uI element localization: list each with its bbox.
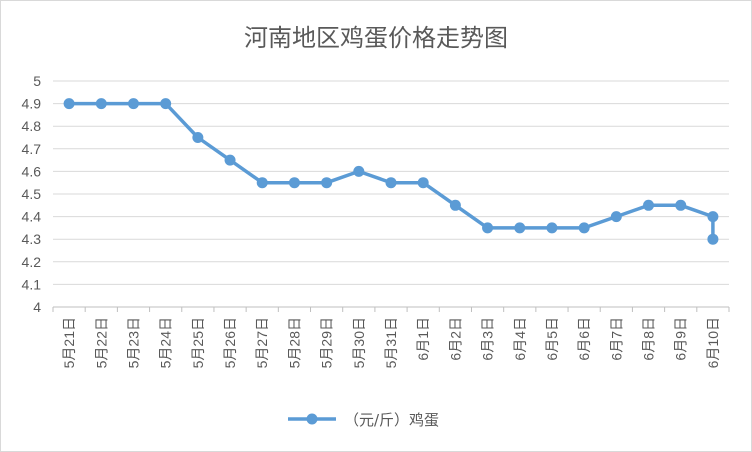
data-point [353,165,365,177]
data-point [256,177,268,189]
data-point [95,98,107,110]
chart-title: 河南地区鸡蛋价格走势图 [244,24,508,52]
data-point [321,177,333,189]
data-point [578,222,590,234]
x-tick-label: 5月25日 [190,317,206,368]
x-tick-label: 6月3日 [480,317,496,361]
data-point [288,177,300,189]
data-point [514,222,526,234]
x-tick-label: 6月4日 [512,317,528,361]
y-axis: 4 4.1 4.2 4.3 4.4 4.5 4.6 4.7 4.8 4.9 5 [22,73,42,315]
x-tick-label: 6月10日 [705,317,721,368]
x-tick-label: 6月7日 [608,317,624,361]
data-point [675,199,687,211]
x-tick-label: 5月29日 [319,317,335,368]
data-point [449,199,461,211]
x-tick-label: 5月23日 [125,317,141,368]
series-layer [63,98,719,245]
gridlines [53,80,729,308]
y-tick-label: 4.9 [22,96,42,112]
x-tick-label: 5月28日 [286,317,302,368]
y-tick-label: 4.8 [22,118,42,134]
x-tick-label: 5月22日 [93,317,109,368]
data-point [482,222,494,234]
y-tick-label: 4.6 [22,163,42,179]
y-tick-label: 4.3 [22,231,42,247]
x-tick-label: 5月31日 [383,317,399,368]
x-tick-label: 6月9日 [673,317,689,361]
legend-label: （元/斤）鸡蛋 [344,411,439,429]
data-point [127,98,139,110]
y-tick-label: 4.1 [22,276,42,292]
x-tick-label: 5月21日 [61,317,77,368]
x-tick-label: 6月5日 [544,317,560,361]
series-line [69,101,715,240]
x-tick-label: 5月27日 [254,317,270,368]
x-tick-label: 6月1日 [415,317,431,361]
x-tick-label: 5月26日 [222,317,238,368]
data-point [643,199,655,211]
legend-marker-swatch [306,413,318,425]
x-tick-label: 5月30日 [351,317,367,368]
data-point [707,233,719,245]
data-point [707,211,719,223]
x-tick-label: 5月24日 [158,317,174,368]
data-point [385,177,397,189]
data-point [63,98,75,110]
y-tick-label: 5 [33,73,41,89]
data-point [610,211,622,223]
data-point [224,154,236,166]
x-tick-label: 6月2日 [447,317,463,361]
x-axis: 5月21日 5月22日 5月23日 5月24日 5月25日 5月26日 5月27日 5月28日… [52,307,730,368]
legend: （元/斤）鸡蛋 [288,411,439,429]
x-tick-label: 6月8日 [641,317,657,361]
data-point [160,98,172,110]
x-tick-label: 6月6日 [576,317,592,361]
y-tick-label: 4.4 [22,209,42,225]
y-tick-label: 4.2 [22,254,42,270]
y-tick-label: 4.5 [22,186,42,202]
data-point [417,177,429,189]
data-point [192,132,204,143]
y-tick-label: 4.7 [22,141,42,157]
y-tick-label: 4 [33,299,41,315]
data-point [546,222,558,234]
